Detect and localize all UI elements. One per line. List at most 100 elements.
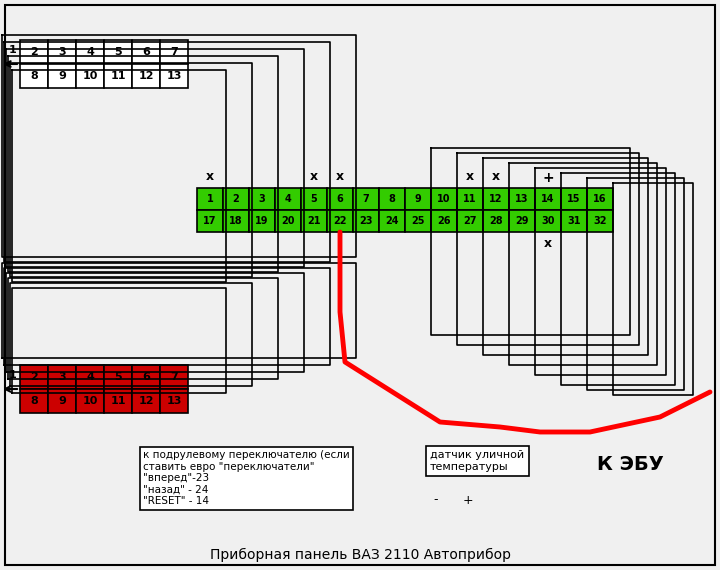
Bar bbox=[132, 40, 160, 64]
Text: К ЭБУ: К ЭБУ bbox=[597, 455, 664, 474]
Bar bbox=[483, 210, 509, 232]
Bar bbox=[275, 210, 301, 232]
Bar bbox=[483, 188, 509, 210]
Text: 9: 9 bbox=[58, 71, 66, 81]
Text: 10: 10 bbox=[82, 71, 98, 81]
Text: 8: 8 bbox=[389, 194, 395, 204]
Text: 12: 12 bbox=[490, 194, 503, 204]
Text: 5: 5 bbox=[310, 194, 318, 204]
Text: 19: 19 bbox=[256, 216, 269, 226]
Bar bbox=[405, 210, 431, 232]
Bar bbox=[160, 64, 188, 88]
Text: 26: 26 bbox=[437, 216, 451, 226]
Text: 21: 21 bbox=[307, 216, 320, 226]
Bar bbox=[132, 389, 160, 413]
Bar bbox=[223, 210, 249, 232]
Bar bbox=[509, 210, 535, 232]
Text: 5: 5 bbox=[114, 372, 122, 382]
Text: 24: 24 bbox=[385, 216, 399, 226]
Bar bbox=[76, 64, 104, 88]
Bar bbox=[48, 64, 76, 88]
Bar bbox=[197, 188, 223, 210]
Text: x: x bbox=[310, 170, 318, 183]
Text: 27: 27 bbox=[463, 216, 477, 226]
Text: 1: 1 bbox=[8, 45, 16, 55]
Text: 29: 29 bbox=[516, 216, 528, 226]
Text: 14: 14 bbox=[541, 194, 554, 204]
Bar bbox=[104, 64, 132, 88]
Bar bbox=[535, 210, 561, 232]
Text: 16: 16 bbox=[593, 194, 607, 204]
Bar bbox=[249, 210, 275, 232]
Bar bbox=[275, 188, 301, 210]
Text: 11: 11 bbox=[463, 194, 477, 204]
Bar bbox=[405, 188, 431, 210]
Text: 10: 10 bbox=[437, 194, 451, 204]
Text: 9: 9 bbox=[58, 396, 66, 406]
Text: 15: 15 bbox=[567, 194, 581, 204]
Bar bbox=[379, 210, 405, 232]
Text: 11: 11 bbox=[110, 396, 126, 406]
Text: 1: 1 bbox=[8, 370, 16, 380]
Bar bbox=[353, 210, 379, 232]
Text: 28: 28 bbox=[489, 216, 503, 226]
Bar bbox=[301, 188, 327, 210]
Text: 5: 5 bbox=[114, 47, 122, 57]
Bar bbox=[249, 188, 275, 210]
Text: 2: 2 bbox=[233, 194, 239, 204]
Text: 31: 31 bbox=[567, 216, 581, 226]
Text: 2: 2 bbox=[30, 372, 38, 382]
Bar bbox=[197, 210, 223, 232]
Text: к подрулевому переключателю (если
ставить евро "переключатели"
"вперед"-23
"наза: к подрулевому переключателю (если ставит… bbox=[143, 450, 350, 506]
Bar bbox=[301, 210, 327, 232]
Bar bbox=[76, 40, 104, 64]
Text: 22: 22 bbox=[333, 216, 347, 226]
Text: 1: 1 bbox=[207, 194, 213, 204]
Bar bbox=[76, 365, 104, 389]
Text: -: - bbox=[433, 494, 438, 507]
Text: 4: 4 bbox=[284, 194, 292, 204]
Text: 12: 12 bbox=[138, 396, 154, 406]
Text: 25: 25 bbox=[411, 216, 425, 226]
Text: 11: 11 bbox=[110, 71, 126, 81]
Bar bbox=[223, 188, 249, 210]
Text: 18: 18 bbox=[229, 216, 243, 226]
Text: 3: 3 bbox=[58, 372, 66, 382]
Text: 6: 6 bbox=[142, 47, 150, 57]
Text: 20: 20 bbox=[282, 216, 294, 226]
Bar bbox=[48, 365, 76, 389]
Bar bbox=[48, 40, 76, 64]
Bar bbox=[457, 188, 483, 210]
Bar bbox=[509, 188, 535, 210]
Bar bbox=[20, 40, 48, 64]
Text: 8: 8 bbox=[30, 396, 38, 406]
Text: 4: 4 bbox=[86, 372, 94, 382]
Bar bbox=[160, 365, 188, 389]
Bar bbox=[353, 188, 379, 210]
Text: x: x bbox=[544, 237, 552, 250]
Bar bbox=[457, 210, 483, 232]
Bar bbox=[104, 40, 132, 64]
Text: 13: 13 bbox=[516, 194, 528, 204]
Bar bbox=[20, 64, 48, 88]
Text: 6: 6 bbox=[337, 194, 343, 204]
Bar bbox=[535, 188, 561, 210]
Bar bbox=[20, 365, 48, 389]
Text: 12: 12 bbox=[138, 71, 154, 81]
Bar bbox=[327, 210, 353, 232]
Bar bbox=[561, 188, 587, 210]
Text: 7: 7 bbox=[363, 194, 369, 204]
Text: 13: 13 bbox=[166, 396, 181, 406]
Text: 13: 13 bbox=[166, 71, 181, 81]
Text: x: x bbox=[492, 170, 500, 183]
Bar bbox=[561, 210, 587, 232]
Text: x: x bbox=[206, 170, 214, 183]
Text: 10: 10 bbox=[82, 396, 98, 406]
Bar bbox=[132, 64, 160, 88]
Bar bbox=[104, 365, 132, 389]
Text: 32: 32 bbox=[593, 216, 607, 226]
Text: 4: 4 bbox=[86, 47, 94, 57]
Bar bbox=[48, 389, 76, 413]
Bar bbox=[76, 389, 104, 413]
Text: 6: 6 bbox=[142, 372, 150, 382]
